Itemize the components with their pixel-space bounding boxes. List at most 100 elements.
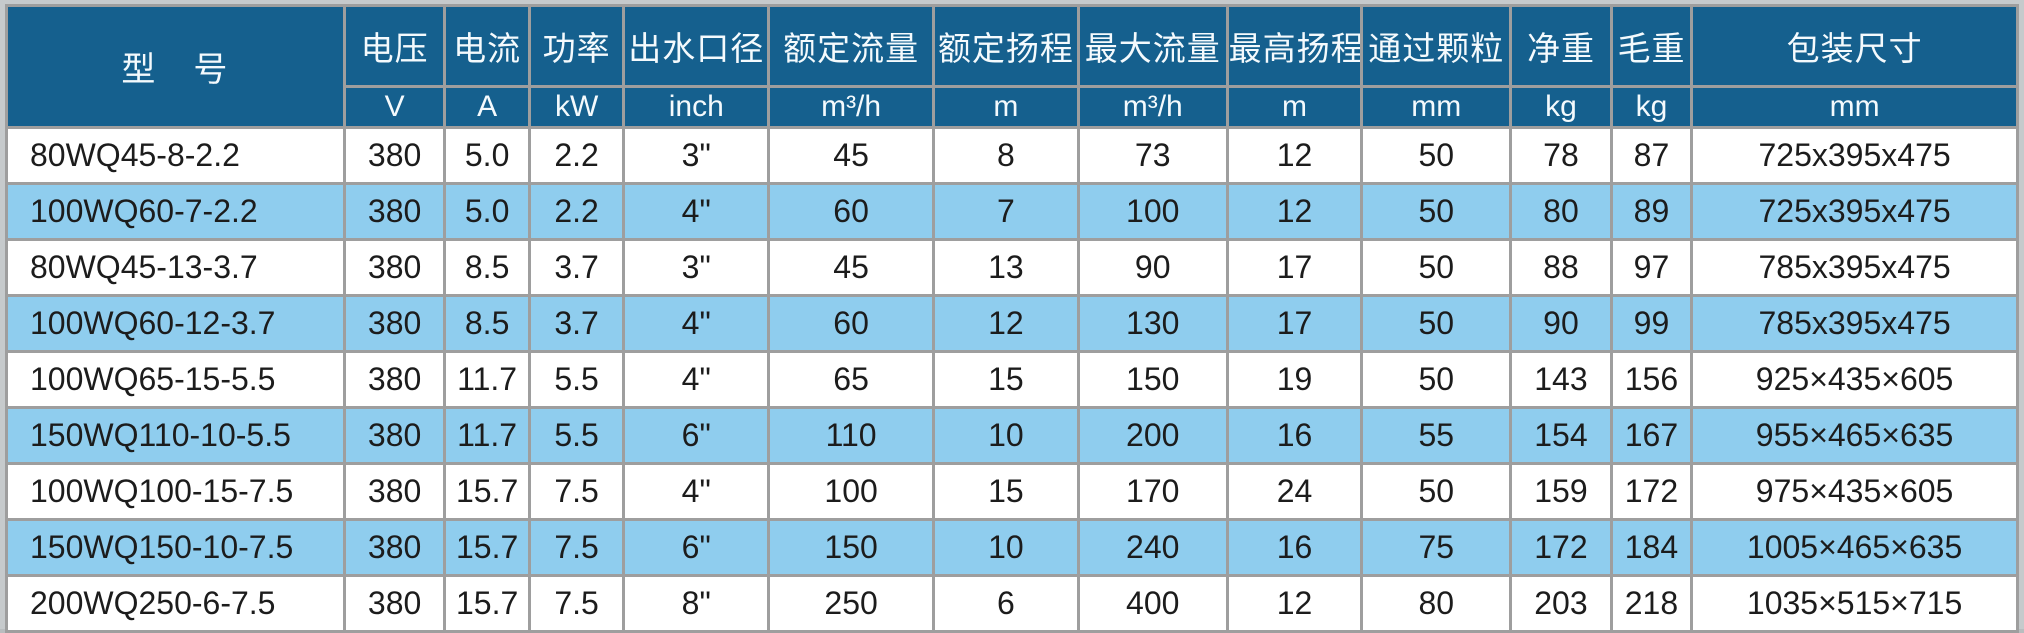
value-cell: 5.0 — [443, 126, 531, 185]
value-cell: 4" — [622, 294, 771, 353]
table-row: 200WQ250-6-7.5 380 15.7 7.5 8" 250 6 400 12 80 203… — [5, 574, 2019, 633]
value-cell: 150 — [1076, 350, 1229, 409]
pump-spec-table: 型 号电压 电流 功率 出水口径 额定流量 额定扬程 最大流量 最高扬程 通过颗粒 净重 毛重 包装尺… — [5, 4, 2019, 633]
value-cell: 975×435×605 — [1690, 462, 2019, 521]
value-cell: 16 — [1225, 406, 1364, 465]
value-cell: 785x395x475 — [1690, 294, 2019, 353]
column-header: 额定流量 — [767, 4, 936, 88]
column-unit: mm — [1360, 85, 1513, 129]
value-cell: 218 — [1609, 574, 1694, 633]
value-cell: 400 — [1076, 574, 1229, 633]
value-cell: 955×465×635 — [1690, 406, 2019, 465]
value-cell: 90 — [1509, 294, 1613, 353]
value-cell: 16 — [1225, 518, 1364, 577]
value-cell: 5.5 — [527, 350, 626, 409]
value-cell: 380 — [342, 406, 447, 465]
value-cell: 55 — [1360, 406, 1513, 465]
value-cell: 3" — [622, 238, 771, 297]
value-cell: 8.5 — [443, 238, 531, 297]
value-cell: 50 — [1360, 238, 1513, 297]
value-cell: 925×435×605 — [1690, 350, 2019, 409]
value-cell: 7 — [932, 182, 1080, 241]
column-unit: m — [932, 85, 1080, 129]
table-row: 80WQ45-8-2.2 380 5.0 2.2 3" 45 8 73 12 50 78 87 725x… — [5, 126, 2019, 185]
column-header: 最高扬程 — [1225, 4, 1364, 88]
value-cell: 17 — [1225, 238, 1364, 297]
column-header: 最大流量 — [1076, 4, 1229, 88]
value-cell: 380 — [342, 238, 447, 297]
value-cell: 90 — [1076, 238, 1229, 297]
value-cell: 12 — [1225, 182, 1364, 241]
value-cell: 15 — [932, 350, 1080, 409]
value-cell: 73 — [1076, 126, 1229, 185]
column-unit: inch — [622, 85, 771, 129]
value-cell: 15.7 — [443, 462, 531, 521]
value-cell: 5.0 — [443, 182, 531, 241]
value-cell: 45 — [767, 126, 936, 185]
column-header: 额定扬程 — [932, 4, 1080, 88]
value-cell: 19 — [1225, 350, 1364, 409]
value-cell: 6 — [932, 574, 1080, 633]
model-cell: 150WQ110-10-5.5 — [5, 406, 346, 465]
column-unit: mm — [1690, 85, 2019, 129]
value-cell: 380 — [342, 350, 447, 409]
column-header: 电压 — [342, 4, 447, 88]
value-cell: 13 — [932, 238, 1080, 297]
table-body: 80WQ45-8-2.2 380 5.0 2.2 3" 45 8 73 12 50 78 87 725x… — [5, 126, 2019, 633]
value-cell: 380 — [342, 182, 447, 241]
value-cell: 24 — [1225, 462, 1364, 521]
value-cell: 110 — [767, 406, 936, 465]
column-unit: kW — [527, 85, 626, 129]
value-cell: 184 — [1609, 518, 1694, 577]
value-cell: 172 — [1609, 462, 1694, 521]
value-cell: 3.7 — [527, 294, 626, 353]
model-cell: 80WQ45-8-2.2 — [5, 126, 346, 185]
value-cell: 159 — [1509, 462, 1613, 521]
value-cell: 380 — [342, 294, 447, 353]
value-cell: 60 — [767, 182, 936, 241]
column-header: 毛重 — [1609, 4, 1694, 88]
model-cell: 100WQ60-7-2.2 — [5, 182, 346, 241]
value-cell: 80 — [1360, 574, 1513, 633]
value-cell: 172 — [1509, 518, 1613, 577]
value-cell: 60 — [767, 294, 936, 353]
value-cell: 8 — [932, 126, 1080, 185]
value-cell: 50 — [1360, 294, 1513, 353]
column-unit: kg — [1509, 85, 1613, 129]
value-cell: 50 — [1360, 182, 1513, 241]
value-cell: 2.2 — [527, 182, 626, 241]
value-cell: 725x395x475 — [1690, 126, 2019, 185]
value-cell: 65 — [767, 350, 936, 409]
value-cell: 130 — [1076, 294, 1229, 353]
value-cell: 3.7 — [527, 238, 626, 297]
column-unit: m³/h — [1076, 85, 1229, 129]
value-cell: 240 — [1076, 518, 1229, 577]
value-cell: 785x395x475 — [1690, 238, 2019, 297]
model-cell: 100WQ60-12-3.7 — [5, 294, 346, 353]
value-cell: 250 — [767, 574, 936, 633]
column-header: 通过颗粒 — [1360, 4, 1513, 88]
value-cell: 75 — [1360, 518, 1513, 577]
value-cell: 380 — [342, 518, 447, 577]
value-cell: 4" — [622, 350, 771, 409]
value-cell: 50 — [1360, 126, 1513, 185]
column-unit: A — [443, 85, 531, 129]
value-cell: 4" — [622, 462, 771, 521]
table-row: 150WQ150-10-7.5 380 15.7 7.5 6" 150 10 240 16 75 1… — [5, 518, 2019, 577]
value-cell: 3" — [622, 126, 771, 185]
value-cell: 11.7 — [443, 406, 531, 465]
model-cell: 80WQ45-13-3.7 — [5, 238, 346, 297]
table-row: 100WQ60-7-2.2 380 5.0 2.2 4" 60 7 100 12 50 80 89 72… — [5, 182, 2019, 241]
value-cell: 97 — [1609, 238, 1694, 297]
value-cell: 15.7 — [443, 574, 531, 633]
model-cell: 150WQ150-10-7.5 — [5, 518, 346, 577]
value-cell: 8" — [622, 574, 771, 633]
model-cell: 200WQ250-6-7.5 — [5, 574, 346, 633]
value-cell: 100 — [767, 462, 936, 521]
model-cell: 100WQ100-15-7.5 — [5, 462, 346, 521]
value-cell: 78 — [1509, 126, 1613, 185]
column-unit: m³/h — [767, 85, 936, 129]
value-cell: 87 — [1609, 126, 1694, 185]
